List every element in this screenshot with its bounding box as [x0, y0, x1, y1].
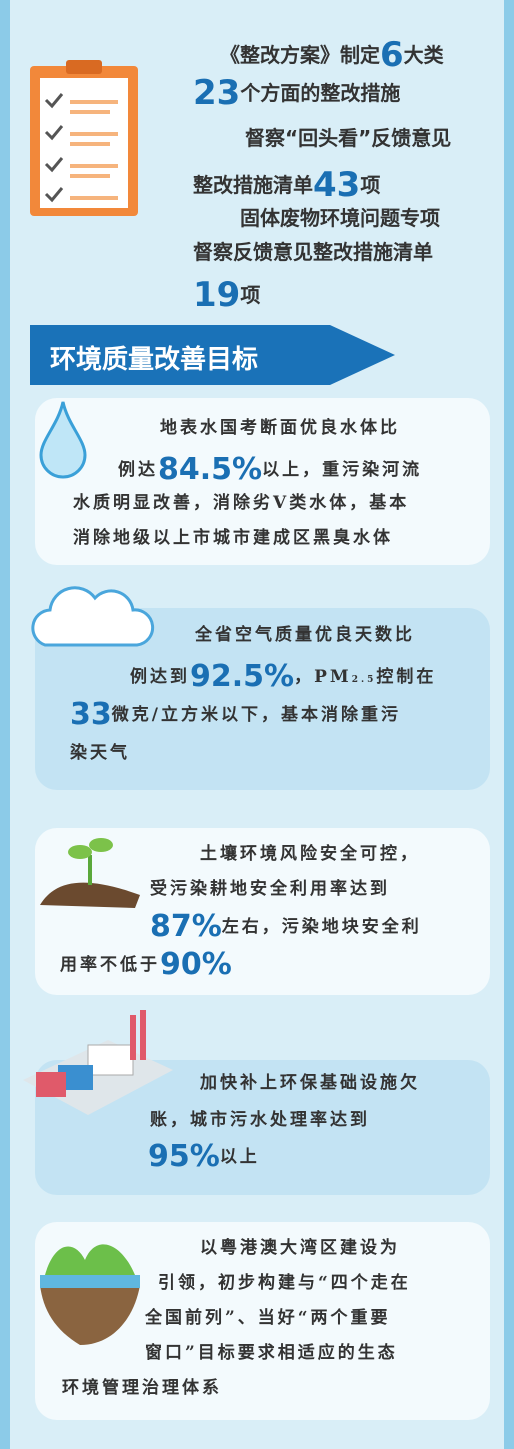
factory-icon — [23, 1010, 173, 1115]
text: 控制在 — [376, 667, 437, 687]
text-line: 窗口”目标要求相适应的生态 — [145, 1345, 398, 1362]
text: 引领，初步构建与“四个走在 — [158, 1273, 411, 1293]
edge — [504, 0, 514, 1449]
text-line: 督察“回头看”反馈意见 — [245, 128, 451, 148]
text: 项 — [360, 173, 381, 197]
text-line: 整改措施清单43项 — [193, 168, 380, 202]
text-line: 全国前列”、当好“两个重要 — [145, 1310, 391, 1327]
text-line: 受污染耕地安全利用率达到 — [150, 881, 390, 898]
text: 督察反馈意见整改措施清单 — [193, 240, 433, 264]
highlight-number: 92.5% — [190, 659, 295, 694]
text: 水质明显改善，消除劣V类水体，基本 — [73, 493, 410, 513]
text-line: 固体废物环境问题专项 — [240, 208, 440, 228]
text: 全国前列”、当好“两个重要 — [145, 1308, 391, 1328]
text-line: 加快补上环保基础设施欠 — [200, 1075, 420, 1092]
highlight-number: 43 — [313, 165, 361, 205]
text-line: 19项 — [193, 278, 260, 312]
text: 《整改方案》制定 — [220, 43, 380, 67]
text: 用率不低于 — [60, 955, 160, 975]
highlight-number: 33 — [70, 697, 112, 732]
section-banner — [30, 325, 395, 385]
edge — [0, 0, 10, 1449]
text-line: 例达84.5%以上，重污染河流 — [118, 455, 422, 485]
text-line: 消除地级以上市城市建成区黑臭水体 — [73, 530, 393, 547]
text-line: 用率不低于90% — [60, 950, 232, 980]
highlight-number: 90% — [160, 947, 232, 982]
text: 染天气 — [70, 743, 130, 763]
text: 地表水国考断面优良水体比 — [160, 418, 400, 438]
text-line: 33微克/立方米以下，基本消除重污 — [70, 700, 401, 730]
text: 微克/立方米以下，基本消除重污 — [111, 705, 401, 725]
text: 例达 — [118, 460, 158, 480]
text-line: 例达到92.5%，PM2.5控制在 — [130, 662, 436, 692]
text: 环境管理治理体系 — [62, 1378, 222, 1398]
cloud-icon — [31, 586, 155, 647]
text: 个方面的整改措施 — [240, 81, 401, 105]
text: 左右，污染地块安全利 — [221, 917, 422, 937]
text-line: 账，城市污水处理率达到 — [150, 1112, 370, 1129]
text: 以上 — [219, 1147, 260, 1167]
text: 以上，重污染河流 — [262, 460, 423, 480]
card — [35, 398, 490, 565]
drop-icon — [39, 401, 87, 479]
text: ，PM — [294, 667, 352, 687]
text: 全省空气质量优良天数比 — [195, 625, 415, 645]
text-line: 土壤环境风险安全可控， — [200, 846, 420, 863]
text: 项 — [240, 283, 261, 307]
text: 督察“回头看”反馈意见 — [245, 126, 452, 150]
island-icon — [40, 1244, 140, 1345]
text: 加快补上环保基础设施欠 — [200, 1073, 420, 1093]
text-line: 95%以上 — [148, 1142, 260, 1172]
text: 以粤港澳大湾区建设为 — [200, 1238, 400, 1258]
highlight-number: 19 — [193, 275, 241, 315]
text-line: 引领，初步构建与“四个走在 — [158, 1275, 411, 1292]
text: 消除地级以上市城市建成区黑臭水体 — [73, 528, 393, 548]
text-line: 染天气 — [70, 745, 130, 762]
text-line: 全省空气质量优良天数比 — [195, 627, 415, 644]
highlight-number: 23 — [193, 73, 241, 113]
highlight-number: 6 — [380, 35, 404, 75]
text-line: 督察反馈意见整改措施清单 — [193, 242, 433, 262]
clipboard-icon — [30, 60, 138, 216]
text: 受污染耕地安全利用率达到 — [150, 879, 390, 899]
highlight-number: 87% — [150, 909, 222, 944]
soil-icon — [40, 838, 140, 908]
text-line: 87%左右，污染地块安全利 — [150, 912, 422, 942]
section-title: 环境质量改善目标 — [50, 345, 259, 375]
text: 固体废物环境问题专项 — [240, 206, 440, 230]
highlight-number: 95% — [148, 1139, 220, 1174]
text: 土壤环境风险安全可控， — [200, 844, 420, 864]
text: 整改措施清单 — [193, 173, 313, 197]
text-line: 23个方面的整改措施 — [193, 76, 400, 110]
text: 大类 — [403, 43, 444, 67]
text-line: 水质明显改善，消除劣V类水体，基本 — [73, 495, 409, 512]
card — [35, 828, 490, 995]
highlight-number: 84.5% — [158, 452, 263, 487]
text: 窗口”目标要求相适应的生态 — [145, 1343, 398, 1363]
text-line: 环境管理治理体系 — [62, 1380, 222, 1397]
text: 例达到 — [130, 667, 190, 687]
text-line: 《整改方案》制定6大类 — [220, 38, 444, 72]
text: 账，城市污水处理率达到 — [150, 1110, 370, 1130]
text-line: 地表水国考断面优良水体比 — [160, 420, 400, 437]
text: 2.5 — [351, 675, 377, 685]
text-line: 以粤港澳大湾区建设为 — [200, 1240, 400, 1257]
